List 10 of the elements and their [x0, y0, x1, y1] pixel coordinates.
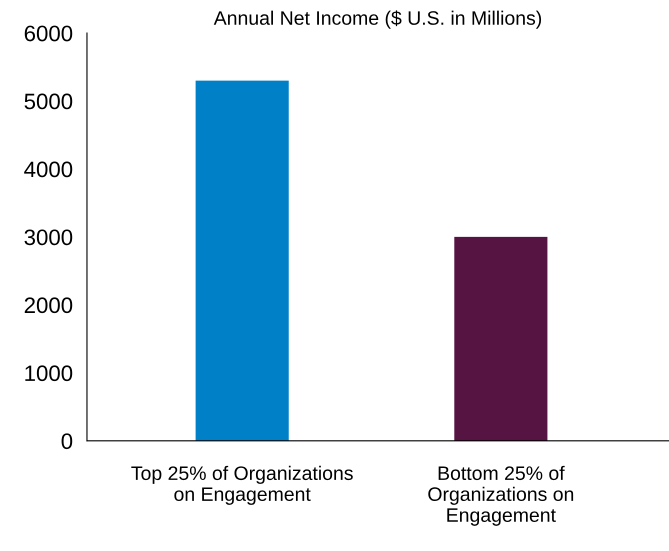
- y-tick-label: 3000: [24, 229, 72, 246]
- y-tick-label: 0: [62, 433, 72, 450]
- y-tick-label: 6000: [24, 26, 72, 42]
- y-tick-label: 5000: [24, 94, 72, 110]
- x-tick-label: Top 25% of Organizations on Engagement: [131, 466, 353, 505]
- y-tick-label: 4000: [24, 162, 72, 178]
- y-tick-label: 2000: [24, 297, 72, 314]
- y-tick-label: 1000: [25, 365, 72, 382]
- chart-title: Annual Net Income ($ U.S. in Millions): [214, 10, 542, 29]
- x-tick-label: Bottom 25% of Organizations on Engagement: [428, 466, 574, 526]
